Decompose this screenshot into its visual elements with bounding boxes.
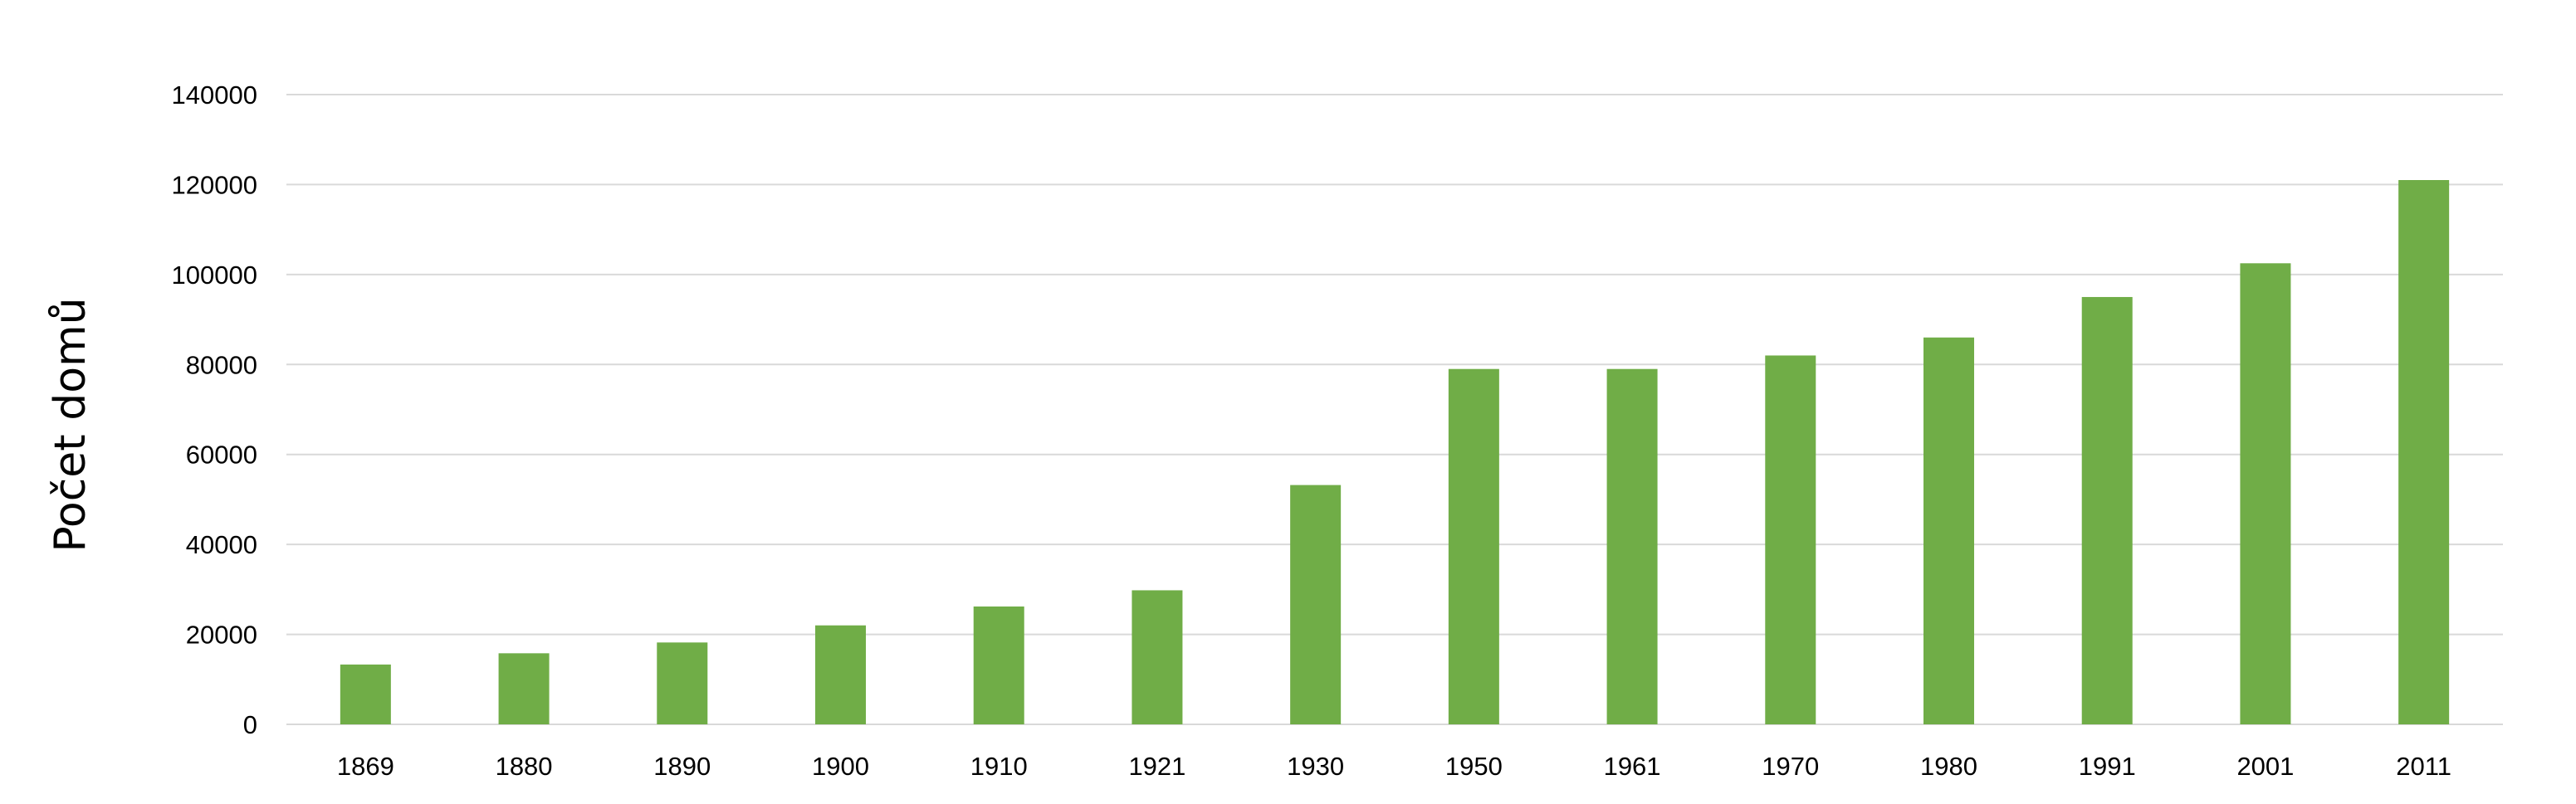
y-tick-label: 60000 (186, 441, 257, 470)
y-tick-label: 0 (243, 710, 257, 739)
x-axis-ticks: 1869 1880 1890 1900 1910 1921 1930 1950 1961 1970… (337, 752, 2451, 781)
bar-1900 (815, 625, 866, 724)
bar-2001 (2240, 263, 2291, 724)
x-tick-label: 1869 (337, 752, 394, 781)
bar-1980 (1923, 337, 1974, 724)
y-axis-title: Počet domů (46, 297, 95, 552)
gridlines (286, 94, 2503, 725)
x-tick-label: 1961 (1604, 752, 1661, 781)
x-tick-label: 1880 (496, 752, 553, 781)
bar-1910 (973, 606, 1024, 724)
y-axis-ticks: 0 20000 40000 60000 80000 100000 120000 140000 (172, 80, 257, 739)
x-tick-label: 1890 (653, 752, 711, 781)
y-tick-label: 20000 (186, 621, 257, 650)
x-tick-label: 1900 (812, 752, 869, 781)
y-tick-label: 120000 (172, 170, 257, 199)
y-tick-label: 100000 (172, 261, 257, 290)
bar-1869 (340, 664, 391, 724)
bar-1880 (498, 653, 550, 724)
bar-1930 (1290, 485, 1342, 724)
bar-1961 (1606, 368, 1658, 724)
bars (340, 180, 2450, 724)
bar-1970 (1765, 355, 1816, 724)
x-tick-label: 1950 (1445, 752, 1503, 781)
x-tick-label: 1991 (2079, 752, 2136, 781)
bar-1921 (1132, 590, 1183, 724)
x-tick-label: 1921 (1128, 752, 1185, 781)
bar-1950 (1448, 368, 1499, 724)
x-tick-label: 1910 (970, 752, 1028, 781)
y-tick-label: 40000 (186, 530, 257, 559)
bar-1991 (2081, 296, 2133, 724)
bar-1890 (657, 642, 708, 724)
x-tick-label: 1980 (1920, 752, 1977, 781)
x-tick-label: 2011 (2396, 752, 2451, 781)
x-tick-label: 1930 (1287, 752, 1344, 781)
y-tick-label: 80000 (186, 350, 257, 379)
y-tick-label: 140000 (172, 80, 257, 110)
x-tick-label: 1970 (1762, 752, 1819, 781)
x-tick-label: 2001 (2236, 752, 2294, 781)
bar-2011 (2398, 180, 2450, 724)
